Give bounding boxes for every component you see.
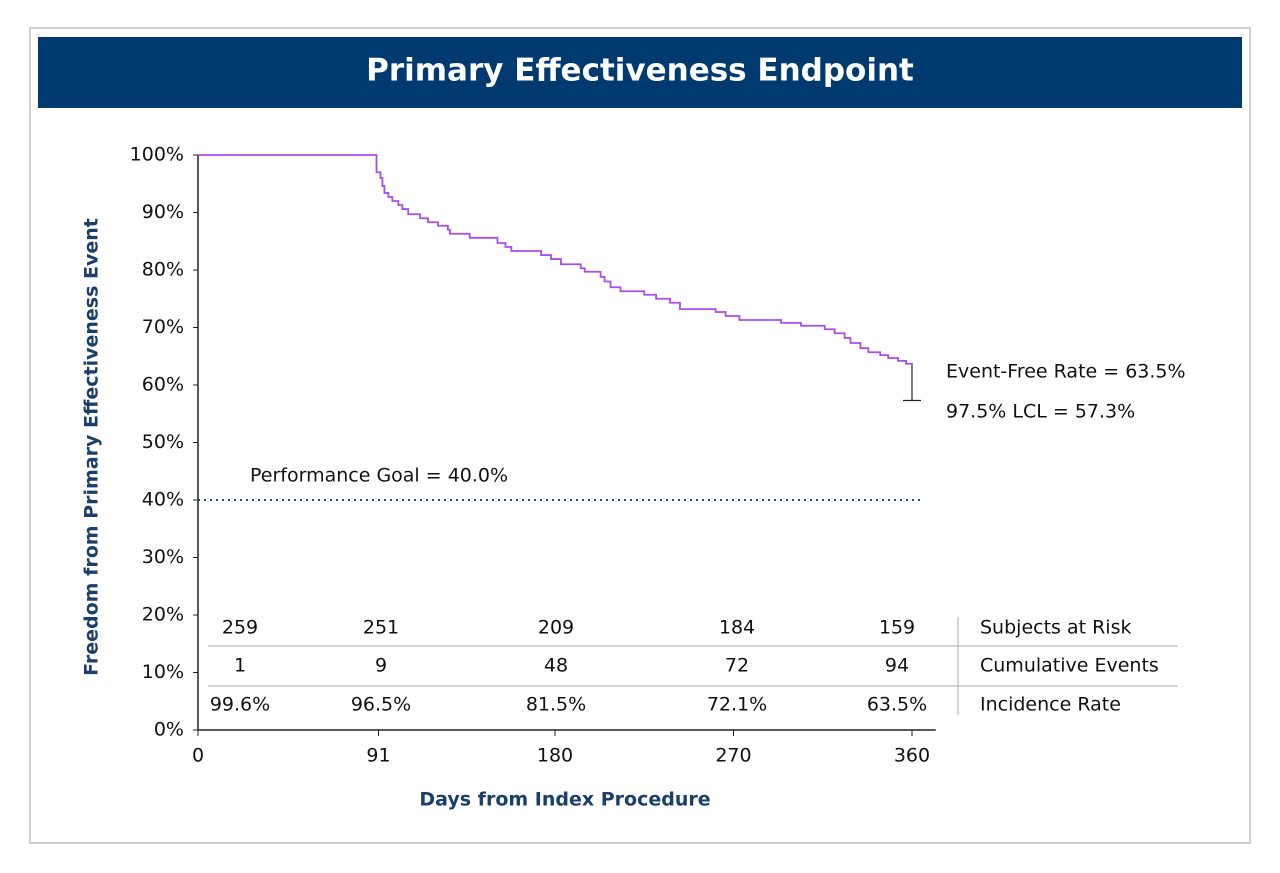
table-cell: 9 <box>375 655 387 677</box>
table-row-label: Incidence Rate <box>980 694 1121 716</box>
y-tick-label: 60% <box>142 374 184 396</box>
frame <box>29 27 1251 844</box>
y-tick-label: 0% <box>154 719 184 741</box>
table-cell: 159 <box>879 617 915 639</box>
table-row-label: Cumulative Events <box>980 655 1159 677</box>
table-cell: 99.6% <box>210 694 270 716</box>
title-banner <box>38 37 1242 108</box>
table-cell: 48 <box>544 655 568 677</box>
y-tick-label: 90% <box>142 201 184 223</box>
annotation: 97.5% LCL = 57.3% <box>946 401 1135 423</box>
x-tick-label: 180 <box>537 745 573 767</box>
y-tick-label: 50% <box>142 431 184 453</box>
table-cell: 1 <box>234 655 246 677</box>
x-tick-label: 91 <box>366 745 390 767</box>
survival-curve <box>198 154 913 365</box>
table-cell: 259 <box>222 617 258 639</box>
table-cell: 72 <box>725 655 749 677</box>
table-cell: 72.1% <box>707 694 767 716</box>
annotation: Event-Free Rate = 63.5% <box>946 361 1186 383</box>
x-tick-label: 360 <box>894 745 930 767</box>
y-tick-label: 100% <box>130 144 184 166</box>
table-cell: 184 <box>719 617 755 639</box>
chart-title: Primary Effectiveness Endpoint <box>366 53 914 89</box>
table-cell: 96.5% <box>351 694 411 716</box>
x-tick-label: 270 <box>715 745 751 767</box>
y-tick-label: 70% <box>142 316 184 338</box>
y-tick-label: 80% <box>142 259 184 281</box>
table-cell: 63.5% <box>867 694 927 716</box>
table-cell: 251 <box>363 617 399 639</box>
y-tick-label: 40% <box>142 489 184 511</box>
table-cell: 94 <box>885 655 909 677</box>
table-cell: 209 <box>538 617 574 639</box>
y-tick-label: 30% <box>142 546 184 568</box>
x-tick-label: 0 <box>192 745 204 767</box>
reference-label: Performance Goal = 40.0% <box>250 465 508 487</box>
x-axis-label: Days from Index Procedure <box>419 789 710 811</box>
y-axis-label: Freedom from Primary Effectiveness Event <box>81 218 103 676</box>
y-tick-label: 10% <box>142 661 184 683</box>
table-row-label: Subjects at Risk <box>980 617 1131 639</box>
y-tick-label: 20% <box>142 604 184 626</box>
table-cell: 81.5% <box>526 694 586 716</box>
